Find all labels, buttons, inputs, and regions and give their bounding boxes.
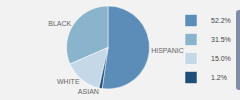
svg-text:31.5%: 31.5% — [211, 36, 231, 43]
svg-text:BLACK: BLACK — [48, 20, 71, 27]
svg-text:HISPANIC: HISPANIC — [151, 47, 184, 54]
svg-text:ASIAN: ASIAN — [78, 88, 99, 95]
svg-text:15.0%: 15.0% — [211, 55, 231, 62]
svg-text:WHITE: WHITE — [57, 78, 80, 85]
svg-text:52.2%: 52.2% — [211, 17, 231, 24]
svg-text:1.2%: 1.2% — [211, 74, 227, 81]
